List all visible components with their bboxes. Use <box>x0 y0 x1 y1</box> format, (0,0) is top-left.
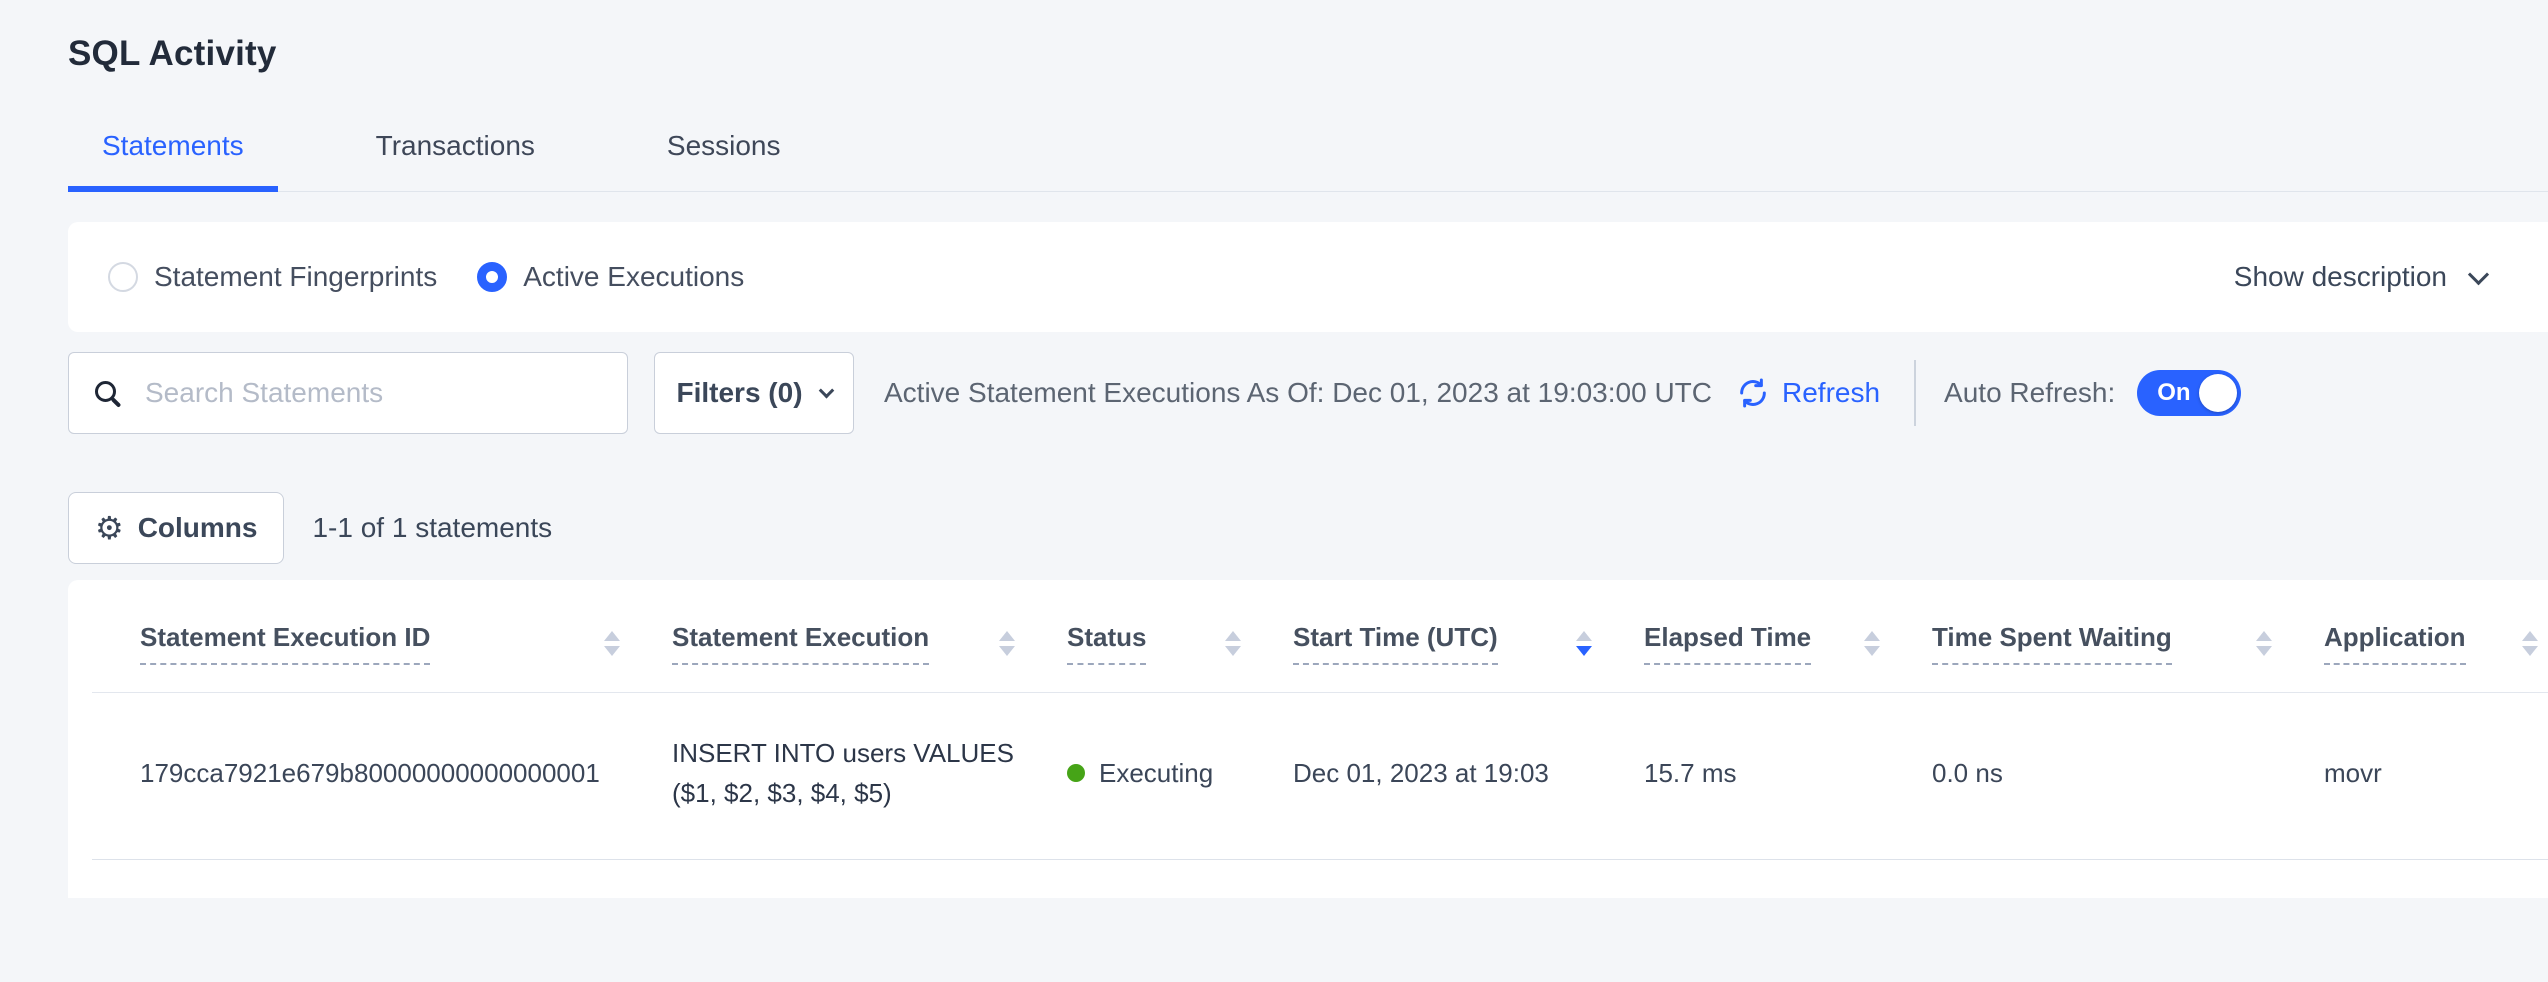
chevron-down-icon <box>2467 263 2490 285</box>
cell-execution-id[interactable]: 179cca7921e679b80000000000000001 <box>140 757 600 788</box>
toggle-state-label: On <box>2157 379 2191 406</box>
search-box <box>68 352 628 434</box>
cell-time-spent-waiting: 0.0 ns <box>1932 757 2003 788</box>
cell-statement: INSERT INTO users VALUES ($1, $2, $3, $4… <box>672 738 1014 809</box>
auto-refresh-toggle[interactable]: On <box>2137 370 2242 416</box>
radio-label: Statement Fingerprints <box>154 261 438 292</box>
sort-toggle-icon[interactable] <box>1225 631 1241 656</box>
radio-label: Active Executions <box>523 261 745 292</box>
view-mode-bar: Statement Fingerprints Active Executions… <box>68 222 2548 332</box>
status-label: Executing <box>1099 757 1214 788</box>
table-row[interactable]: 179cca7921e679b80000000000000001 INSERT … <box>68 693 2548 860</box>
column-label[interactable]: Application <box>2324 622 2466 665</box>
sql-activity-page: SQL Activity Statements Transactions Ses… <box>0 0 2548 898</box>
column-header-start-time: Start Time (UTC) <box>1293 622 1644 665</box>
column-label[interactable]: Elapsed Time <box>1644 622 1812 665</box>
auto-refresh-label: Auto Refresh: <box>1944 377 2116 408</box>
sort-toggle-icon[interactable] <box>604 631 620 656</box>
tab-bar: Statements Transactions Sessions <box>68 130 2548 192</box>
column-header-time-spent-waiting: Time Spent Waiting <box>1932 622 2324 665</box>
sort-toggle-icon[interactable] <box>1864 631 1880 656</box>
column-header-application: Application <box>2324 622 2548 665</box>
sort-toggle-icon[interactable] <box>2522 631 2538 656</box>
radio-unselected-icon[interactable] <box>108 262 138 292</box>
sort-toggle-icon[interactable] <box>2256 631 2272 656</box>
show-description-button[interactable]: Show description <box>2233 261 2490 293</box>
radio-selected-icon[interactable] <box>477 262 508 292</box>
column-label[interactable]: Status <box>1067 622 1147 665</box>
cell-start-time: Dec 01, 2023 at 19:03 <box>1293 757 1549 788</box>
view-mode-radio-group: Statement Fingerprints Active Executions <box>108 261 744 293</box>
sort-toggle-icon-desc-active[interactable] <box>1576 631 1592 656</box>
columns-button[interactable]: ⚙ Columns <box>68 492 285 564</box>
cell-application: movr <box>2324 757 2382 788</box>
table-toolbar: ⚙ Columns 1-1 of 1 statements <box>68 492 2548 564</box>
column-header-statement-execution-id: Statement Execution ID <box>140 622 672 665</box>
column-label[interactable]: Time Spent Waiting <box>1932 622 2172 665</box>
radio-statement-fingerprints[interactable]: Statement Fingerprints <box>108 261 437 293</box>
refresh-icon <box>1740 378 1766 408</box>
search-input[interactable] <box>143 376 607 410</box>
columns-label: Columns <box>137 512 258 543</box>
column-label[interactable]: Start Time (UTC) <box>1293 622 1498 665</box>
result-count: 1-1 of 1 statements <box>312 512 553 543</box>
chevron-down-icon <box>818 382 834 398</box>
gear-icon: ⚙ <box>95 509 124 547</box>
filters-button[interactable]: Filters (0) <box>654 352 854 434</box>
status-executing-dot-icon <box>1067 764 1085 783</box>
refresh-label: Refresh <box>1782 377 1881 408</box>
cell-status: Executing <box>1067 758 1293 789</box>
show-description-label: Show description <box>2233 261 2447 292</box>
controls-row: Filters (0) Active Statement Executions … <box>68 352 2548 434</box>
column-label[interactable]: Statement Execution ID <box>140 622 431 665</box>
table-header-row: Statement Execution ID Statement Executi… <box>68 580 2548 693</box>
as-of-timestamp: Active Statement Executions As Of: Dec 0… <box>884 377 1712 408</box>
tab-sessions[interactable]: Sessions <box>666 130 781 161</box>
column-header-status: Status <box>1067 622 1293 665</box>
vertical-divider <box>1914 360 1917 426</box>
column-header-statement-execution: Statement Execution <box>672 622 1067 665</box>
cell-elapsed-time: 15.7 ms <box>1644 757 1737 788</box>
search-icon <box>93 377 123 409</box>
tab-statements[interactable]: Statements <box>68 130 278 192</box>
filters-label: Filters (0) <box>676 377 803 408</box>
refresh-button[interactable]: Refresh <box>1736 376 1880 410</box>
toggle-knob[interactable] <box>2199 374 2238 412</box>
column-label[interactable]: Statement Execution <box>672 622 930 665</box>
tab-transactions[interactable]: Transactions <box>375 130 535 161</box>
column-header-elapsed-time: Elapsed Time <box>1644 622 1932 665</box>
radio-active-executions[interactable]: Active Executions <box>477 261 744 293</box>
sort-toggle-icon[interactable] <box>999 631 1015 656</box>
page-title: SQL Activity <box>68 34 277 73</box>
statements-table: Statement Execution ID Statement Executi… <box>68 580 2548 898</box>
